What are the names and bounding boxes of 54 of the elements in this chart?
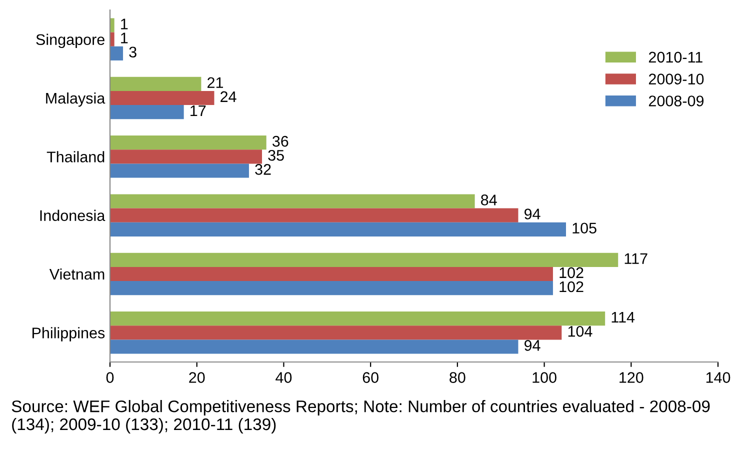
bar [110, 312, 606, 326]
bar [110, 252, 618, 267]
data-label: 84 [481, 194, 497, 206]
data-label: 1 [121, 18, 128, 30]
data-label: 114 [612, 312, 635, 323]
bar [110, 46, 124, 60]
y-tick-label: Singapore [36, 34, 104, 48]
data-label: 35 [268, 150, 284, 161]
bar [110, 32, 114, 46]
y-tick-label: Vietnam [49, 268, 104, 280]
legend-label: 2010-11 [648, 52, 702, 63]
x-tick-label: 80 [450, 372, 466, 383]
data-label: 1 [121, 32, 128, 44]
data-label: 105 [572, 222, 596, 234]
bar [110, 18, 114, 32]
data-label: 94 [524, 340, 540, 351]
data-label: 3 [129, 46, 136, 58]
bar [110, 194, 475, 208]
bar [110, 150, 262, 164]
bar [110, 90, 214, 106]
y-tick-label: Indonesia [40, 210, 106, 222]
x-tick-label: 20 [189, 372, 205, 383]
data-label: 102 [560, 267, 584, 278]
data-label: 24 [220, 91, 236, 102]
x-tick-label: 100 [532, 372, 556, 383]
bar [110, 326, 562, 340]
data-label: 102 [560, 281, 584, 292]
x-tick-label: 120 [620, 372, 644, 383]
bar [110, 222, 566, 236]
x-tick-label: 140 [706, 372, 730, 383]
bar [110, 105, 184, 120]
y-tick-label: Philippines [32, 327, 105, 342]
data-label: 94 [524, 208, 540, 220]
x-tick-label: 60 [362, 372, 378, 383]
bar [110, 281, 553, 296]
bar [110, 164, 249, 178]
data-label: 17 [190, 106, 206, 116]
x-tick-label: 0 [106, 372, 114, 383]
legend-label: 2009-10 [648, 74, 704, 84]
x-tick-label: 40 [276, 372, 292, 383]
bar [110, 76, 202, 91]
bar [110, 340, 518, 354]
legend-label: 2008-09 [648, 96, 704, 106]
source-note: Source: WEF Global Competitiveness Reports; Note: Number of countries evaluated - 2008-09 (134); 2009-10 (133); 2010-11 (139) [12, 400, 710, 434]
y-tick-label: Thailand [46, 151, 104, 162]
data-label: 36 [272, 136, 288, 147]
data-label: 32 [255, 164, 271, 175]
bar [110, 266, 553, 282]
bar [110, 136, 266, 150]
data-label: 104 [568, 326, 592, 337]
bar [110, 208, 518, 222]
data-label: 21 [208, 77, 224, 88]
y-tick-label: Malaysia [46, 92, 106, 107]
data-label: 117 [624, 253, 648, 264]
